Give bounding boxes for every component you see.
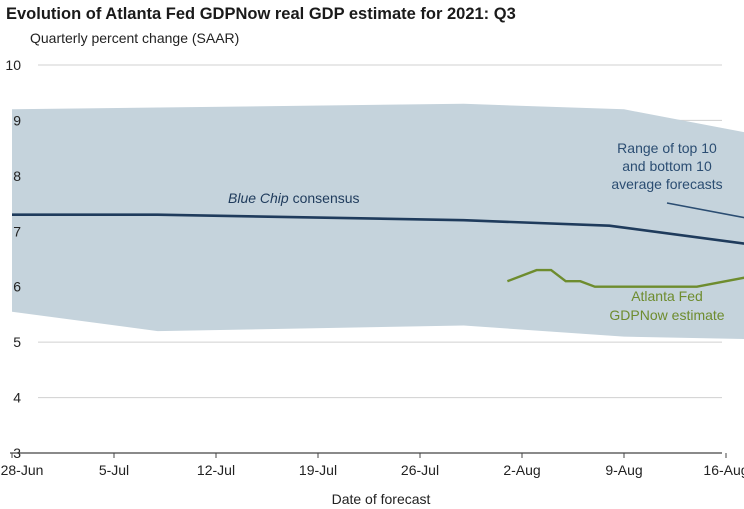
gdpnow-estimate-line — [506, 268, 744, 288]
x-tick-label: 2-Aug — [503, 462, 540, 478]
x-tick-label: 16-Aug — [703, 462, 744, 478]
gdpnow-label-line: GDPNow estimate — [609, 307, 724, 323]
y-tick-label: 7 — [13, 223, 21, 239]
x-tick-label: 9-Aug — [605, 462, 642, 478]
y-tick-label: 6 — [13, 279, 21, 295]
x-axis: 28-Jun 5-Jul 12-Jul 19-Jul 26-Jul 2-Aug 9-Aug 1… — [1, 452, 744, 478]
x-tick-label: 26-Jul — [401, 462, 439, 478]
chart-subtitle: Quarterly percent change (SAAR) — [30, 30, 240, 46]
y-tick-label: 4 — [13, 390, 21, 406]
blue-chip-label-italic: Blue Chip — [228, 190, 289, 206]
y-tick-label: 10 — [5, 57, 21, 73]
chart-title: Evolution of Atlanta Fed GDPNow real GDP… — [6, 5, 516, 23]
x-tick-label: 28-Jun — [1, 462, 44, 478]
range-label-line: and bottom 10 — [622, 158, 712, 174]
y-tick-label: 8 — [13, 168, 21, 184]
x-axis-label: Date of forecast — [332, 491, 431, 507]
blue-chip-consensus-line — [12, 213, 744, 245]
x-tick-label: 5-Jul — [99, 462, 129, 478]
x-tick-label: 19-Jul — [299, 462, 337, 478]
y-tick-label: 9 — [13, 112, 21, 128]
x-tick-label: 12-Jul — [197, 462, 235, 478]
blue-chip-label-rest: consensus — [289, 190, 360, 206]
gdpnow-label-line: Atlanta Fed — [631, 288, 703, 304]
y-tick-label: 5 — [13, 334, 21, 350]
range-label-line: Range of top 10 — [617, 140, 717, 156]
range-label-line: average forecasts — [611, 176, 722, 192]
series-labels: Blue Chip consensus Range of top 10 and bo… — [228, 140, 725, 323]
forecast-range-band — [12, 103, 744, 339]
blue-chip-label: Blue Chip consensus — [228, 190, 360, 206]
